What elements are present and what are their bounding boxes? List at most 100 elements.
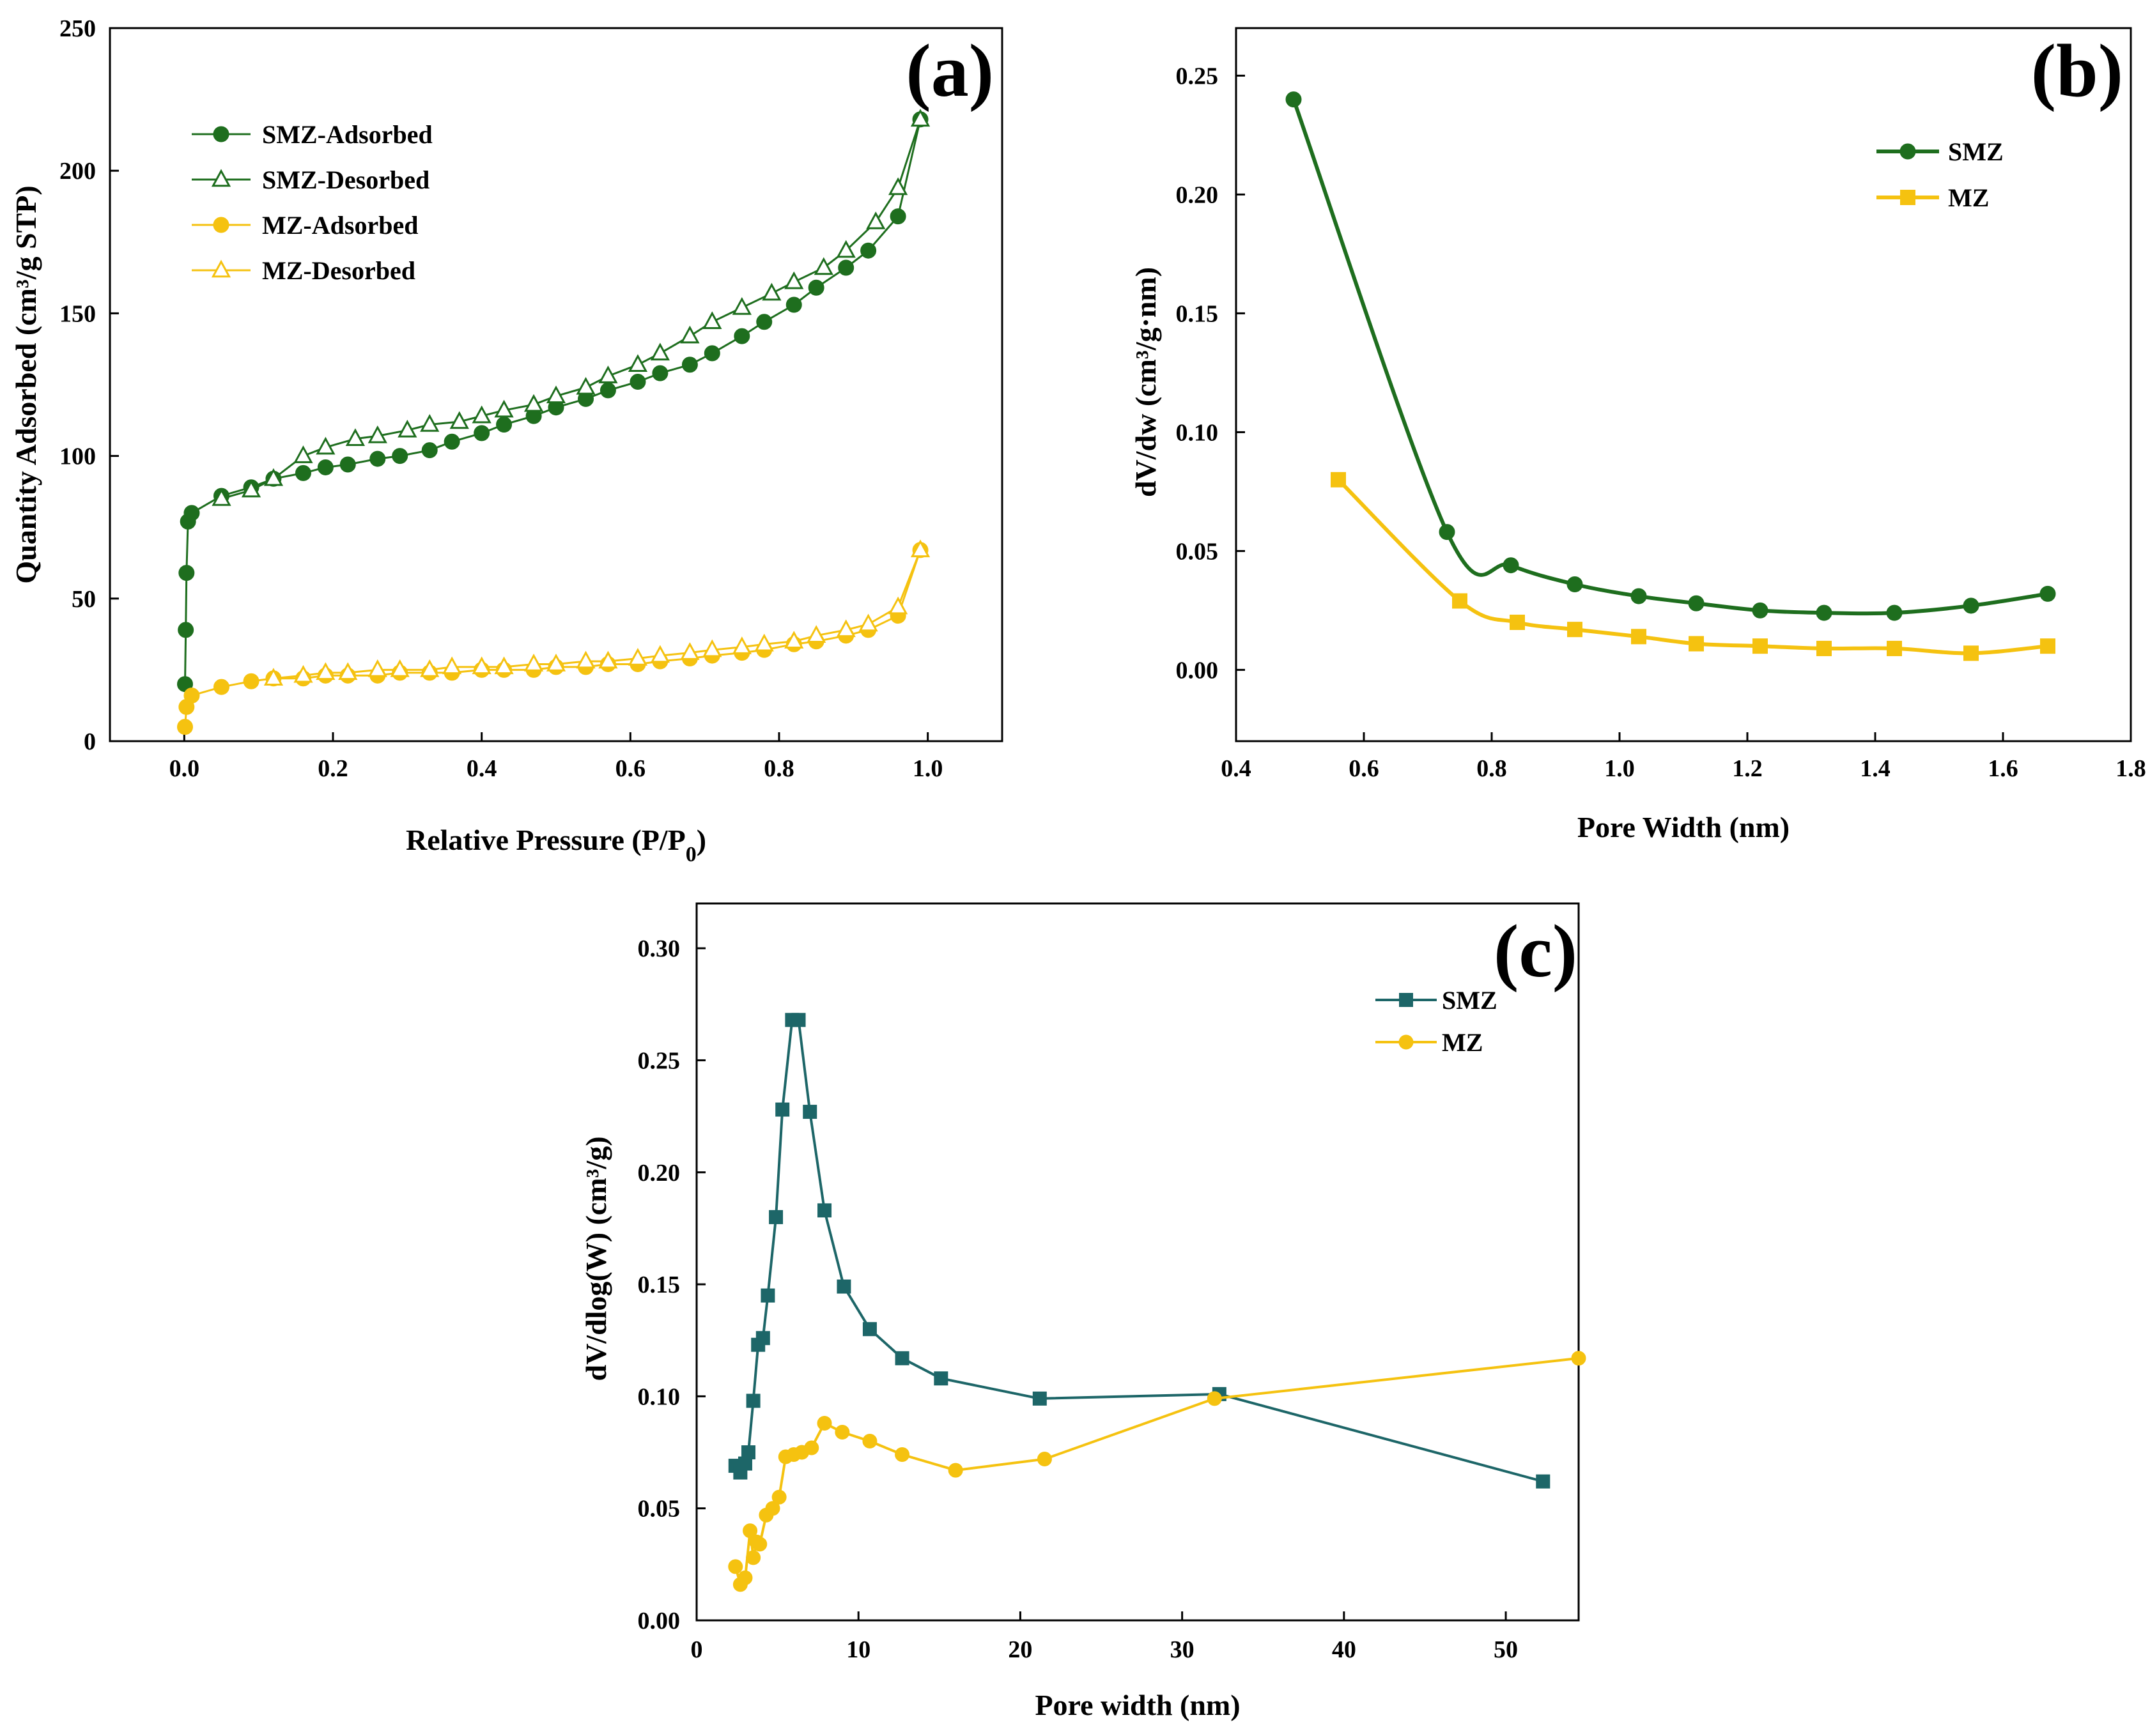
data-point [741,1445,756,1460]
data-point [732,636,752,654]
x-tick-label: 40 [1332,1636,1356,1663]
data-point [398,419,417,438]
data-point [390,659,410,677]
panel-a-frame [109,27,1003,742]
panel-c-ylabel: dV/dlog(W) (cm³/g) [580,1136,612,1381]
data-point [472,405,491,424]
panel-b: 0.4 0.6 0.8 1.0 1.2 1.4 1.6 1.8 0.00 0.05 0.10 0.15… [1129,27,2146,843]
x-tick-label: 0.8 [764,755,794,782]
data-point [1816,604,1832,621]
data-point [599,382,616,399]
data-point [1439,524,1455,541]
data-point [1032,1391,1047,1406]
data-point [576,376,596,395]
data-point [791,1013,806,1027]
x-tick-label: 0.2 [318,755,348,782]
data-point [598,365,618,383]
data-point [494,399,514,418]
data-point [369,450,386,467]
data-point [546,653,566,672]
data-point [890,208,906,225]
data-point [293,664,313,683]
data-point [293,445,313,463]
data-point [650,645,670,663]
data-point [295,465,311,481]
x-tick-label: 1.0 [1604,755,1635,782]
x-tick-label: 0.4 [1221,755,1251,782]
data-point [317,459,334,475]
panel-c-xlabel: Pore width (nm) [1035,1689,1240,1721]
series-line-mz [734,1356,1579,1586]
legend-marker [213,126,229,142]
data-point [183,687,200,704]
data-point [910,539,931,558]
y-tick-label: 50 [72,586,96,613]
data-point [738,1570,753,1585]
x-tick-label: 0.6 [1349,755,1379,782]
data-point [1963,597,1979,614]
data-point [2040,638,2055,654]
x-tick-label: 1.8 [2115,755,2146,782]
series-line-mz [1336,478,2048,656]
data-point [836,619,856,638]
data-point [1510,615,1525,630]
data-point [213,679,229,695]
legend-marker [1899,143,1916,160]
data-point [769,1210,784,1224]
y-tick-label: 0.00 [1176,657,1219,684]
panel-c: 0 10 20 30 40 500.000.050.100.150.200.250.30 … [580,902,1586,1721]
panel-b-legend: SMZ MZ [1876,137,2004,212]
y-tick-label: 0.10 [638,1383,681,1410]
panel-a: 0.0 0.2 0.4 0.6 0.8 1.0 0 50 100 150 200 250 (a) Re… [10,15,1003,866]
legend-marker [211,259,231,278]
data-point [523,394,544,412]
series-line-smz [734,1018,1543,1483]
data-point [1285,91,1302,108]
data-point [728,1559,743,1574]
x-tick-label: 0.6 [615,755,646,782]
x-tick-label: 1.4 [1860,755,1891,782]
data-point [652,365,669,381]
data-point [756,314,773,330]
legend-marker [1900,190,1915,205]
data-point [838,259,855,276]
x-tick-label: 0.8 [1476,755,1507,782]
data-point [241,479,261,498]
data-point [1887,640,1902,656]
x-tick-label: 0.4 [467,755,497,782]
y-tick-label: 0.05 [638,1496,681,1523]
data-point [183,505,200,521]
data-point [755,1331,770,1346]
y-tick-label: 150 [59,300,96,327]
data-point [858,613,878,632]
data-point [771,1489,787,1505]
data-point [784,631,804,649]
data-point [339,456,356,473]
data-point [775,1102,790,1117]
data-point [178,565,195,581]
data-point [680,325,700,344]
data-point [888,177,908,196]
data-point [442,656,462,675]
panel-b-ylabel: dV/dw (cm³/g·nm) [1129,267,1162,497]
y-tick-label: 0.15 [1176,300,1219,327]
data-point [263,468,284,486]
data-point [1816,640,1832,656]
data-point [934,1371,948,1386]
data-point [910,109,931,127]
panel-a-xlabel: Relative Pressure (P/P0) [406,824,706,866]
data-point [1567,622,1582,638]
data-point [263,668,284,686]
panel-b-frame [1235,27,2132,742]
data-point [1630,588,1647,604]
y-tick-label: 0.25 [1176,63,1219,89]
y-tick-label: 0.25 [638,1047,681,1074]
data-point [523,653,544,672]
x-tick-label: 20 [1008,1636,1032,1663]
panel-c-frame [695,902,1580,1622]
legend-label: SMZ-Desorbed [262,165,429,194]
x-tick-label: 0 [691,1636,703,1663]
data-point [1452,593,1467,609]
data-point [420,413,440,432]
